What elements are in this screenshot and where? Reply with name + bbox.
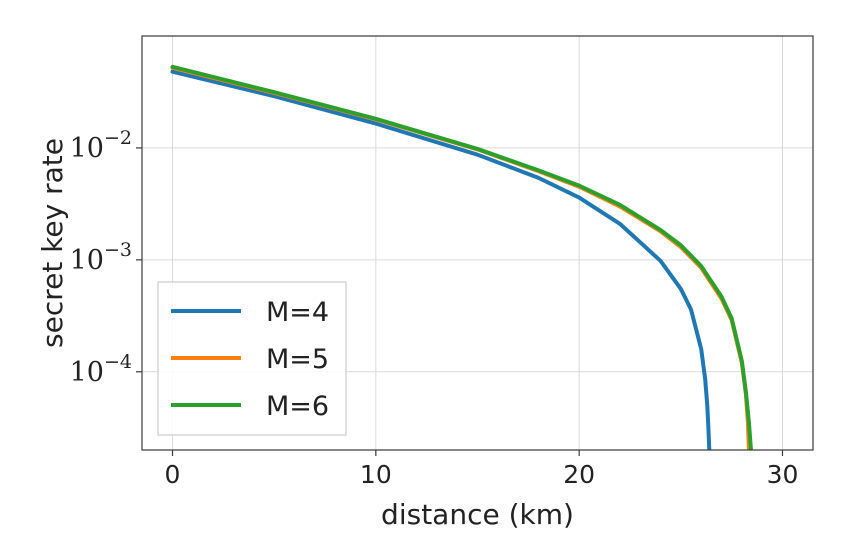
series-line-m-6	[170, 64, 753, 450]
series-line-m-4	[170, 69, 712, 450]
y-tick-base: 10	[70, 133, 104, 164]
legend: M=4 M=5 M=6	[157, 281, 347, 436]
legend-label: M=4	[266, 297, 329, 328]
plot-frame	[141, 35, 814, 451]
x-axis-label: distance (km)	[381, 498, 574, 531]
x-tick-label: 10	[360, 460, 392, 489]
x-tick-label: 30	[767, 460, 799, 489]
y-tick-label: 10−4	[70, 351, 132, 388]
y-tick-base: 10	[70, 245, 104, 276]
series-layer	[170, 64, 753, 450]
x-tick-label: 20	[563, 460, 595, 489]
y-axis-label: secret key rate	[36, 138, 69, 348]
y-tick-label: 10−2	[70, 127, 132, 164]
y-tick-exponent: −4	[104, 351, 132, 373]
y-tick-base: 10	[70, 357, 104, 388]
y-tick-label: 10−3	[70, 239, 132, 276]
legend-label: M=6	[266, 391, 329, 422]
y-tick-exponent: −2	[104, 127, 132, 149]
legend-label: M=5	[266, 344, 329, 375]
x-tick-label: 0	[165, 460, 181, 489]
y-tick-exponent: −3	[104, 239, 132, 261]
